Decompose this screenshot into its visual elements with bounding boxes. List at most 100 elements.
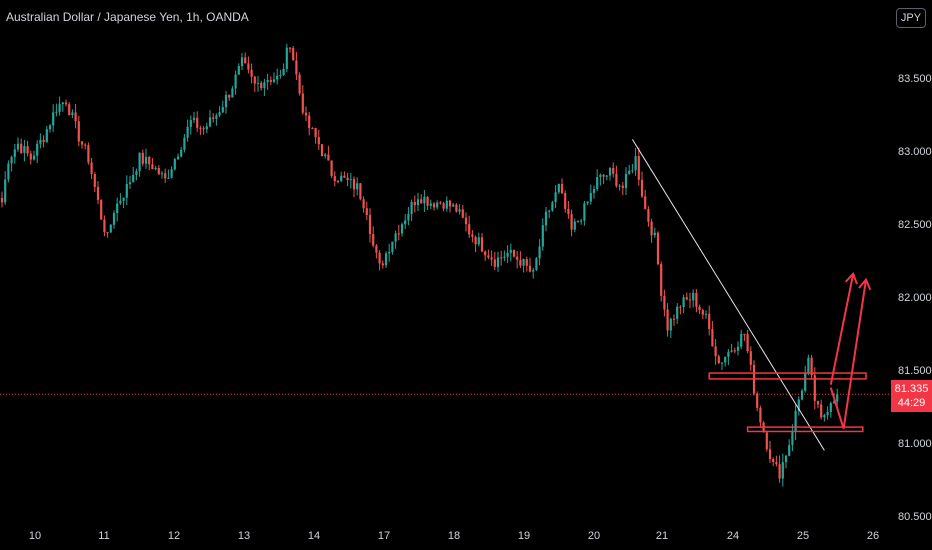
support-zone[interactable] [746, 426, 864, 433]
candle-body [4, 179, 7, 203]
candle-body [378, 252, 381, 264]
candle-body [500, 257, 503, 259]
candle-body [624, 173, 628, 189]
candle-body [791, 432, 794, 446]
candle-body [16, 143, 20, 150]
candle-body [519, 259, 522, 266]
candle-body [663, 295, 666, 310]
candle-body [391, 241, 394, 252]
candle-body [205, 126, 208, 130]
candle-body [218, 112, 221, 116]
candle-body [263, 82, 266, 88]
candle-body [244, 57, 247, 64]
candle-body [746, 334, 749, 352]
currency-button[interactable]: JPY [896, 8, 926, 28]
candle-body [612, 167, 615, 174]
candle-body [407, 214, 410, 221]
candle-body [676, 306, 679, 319]
candle-body [416, 199, 420, 206]
candle-body [602, 174, 605, 177]
candle-body [468, 224, 471, 235]
candle-body [36, 143, 39, 156]
candle-body [100, 199, 103, 220]
candle-body [554, 192, 557, 203]
candle-body [503, 256, 506, 258]
candle-body [250, 69, 253, 77]
candle-body [141, 152, 144, 164]
candle-body [404, 220, 407, 225]
candle-body [528, 265, 532, 272]
candle-body [42, 139, 45, 143]
candle-body [288, 47, 292, 49]
candle-body [26, 146, 29, 154]
candle-body [804, 373, 807, 391]
candle-body [352, 179, 356, 190]
time-tick-label: 19 [518, 530, 530, 542]
price-tick-label: 83.000 [898, 146, 932, 158]
candle-body [823, 415, 826, 418]
candle-body [701, 310, 704, 315]
candle-body [727, 351, 730, 357]
candle-body [29, 153, 32, 160]
candle-body [708, 313, 711, 330]
candle-body [58, 104, 61, 112]
candle-body [240, 57, 244, 67]
candle-body [167, 177, 170, 179]
candle-body [672, 318, 676, 320]
candle-body [64, 102, 68, 105]
candle-body [68, 104, 71, 116]
candle-body [221, 107, 224, 113]
candle-body [448, 200, 452, 207]
candle-body [192, 117, 196, 120]
candle-body [656, 232, 660, 265]
candle-body [551, 202, 554, 211]
candle-body [621, 185, 624, 189]
candle-body [279, 74, 282, 76]
candle-body [164, 173, 167, 179]
candle-body [199, 127, 202, 129]
candle-body [516, 256, 519, 260]
candle-body [292, 48, 295, 61]
candle-body [132, 174, 135, 183]
projection-arrow-head [844, 271, 858, 285]
candle-body [695, 292, 698, 307]
candle-body [484, 251, 487, 256]
projection-path[interactable] [829, 279, 867, 429]
candle-body [368, 215, 372, 235]
candle-body [487, 255, 490, 258]
candle-body [170, 169, 173, 178]
price-axis[interactable]: 83.500 83.000 82.500 82.000 81.500 81.000 80.5… [898, 73, 932, 523]
candle-body [749, 351, 752, 365]
candles [0, 43, 839, 487]
candle-body [237, 66, 240, 75]
candle-body [55, 111, 58, 113]
candle-body [509, 249, 512, 253]
candle-body [477, 237, 480, 245]
time-tick-label: 24 [727, 530, 739, 542]
candle-body [7, 163, 10, 180]
candle-body [202, 128, 205, 130]
price-tick-label: 81.000 [898, 438, 932, 450]
candle-body [576, 221, 580, 223]
candle-body [458, 209, 461, 212]
candle-body [493, 259, 496, 267]
candle-body [781, 462, 784, 479]
candle-body [327, 154, 330, 161]
candle-body [388, 251, 391, 254]
resistance-zone[interactable] [708, 372, 867, 380]
candle-body [660, 264, 663, 296]
candle-body [295, 60, 298, 75]
candle-body [567, 208, 570, 215]
time-tick-label: 11 [98, 530, 109, 542]
candle-body [372, 234, 375, 246]
time-axis[interactable]: 10 11 12 13 14 17 18 19 20 21 24 25 26 [29, 530, 879, 542]
trend-line[interactable] [631, 139, 825, 451]
projection-arrow[interactable] [829, 273, 855, 385]
candle-body [826, 412, 829, 416]
candle-body [135, 171, 138, 175]
drawings[interactable] [631, 139, 872, 451]
candle-body [570, 214, 573, 230]
candle-body [116, 203, 119, 214]
candle-body [733, 350, 736, 352]
